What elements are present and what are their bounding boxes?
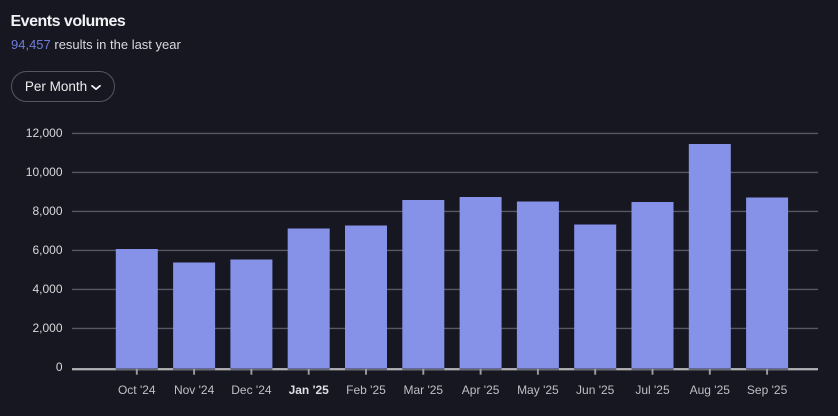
svg-text:2,000: 2,000 (32, 321, 62, 335)
svg-text:Sep '25: Sep '25 (747, 383, 788, 397)
svg-text:Feb '25: Feb '25 (346, 383, 386, 397)
svg-text:Nov '24: Nov '24 (174, 383, 215, 397)
svg-text:Mar '25: Mar '25 (403, 383, 443, 397)
svg-text:Dec '24: Dec '24 (231, 383, 272, 397)
svg-text:Aug '25: Aug '25 (690, 383, 731, 397)
svg-text:Apr '25: Apr '25 (462, 383, 500, 397)
svg-text:Jan '25: Jan '25 (289, 383, 330, 397)
svg-text:Oct '24: Oct '24 (118, 383, 156, 397)
svg-text:12,000: 12,000 (26, 126, 63, 140)
svg-text:May '25: May '25 (517, 383, 559, 397)
svg-text:Jun '25: Jun '25 (576, 383, 615, 397)
svg-text:8,000: 8,000 (32, 204, 62, 218)
svg-text:0: 0 (56, 360, 63, 374)
svg-text:10,000: 10,000 (26, 165, 63, 179)
svg-text:4,000: 4,000 (32, 282, 62, 296)
svg-text:6,000: 6,000 (32, 243, 62, 257)
svg-text:Jul '25: Jul '25 (635, 383, 670, 397)
